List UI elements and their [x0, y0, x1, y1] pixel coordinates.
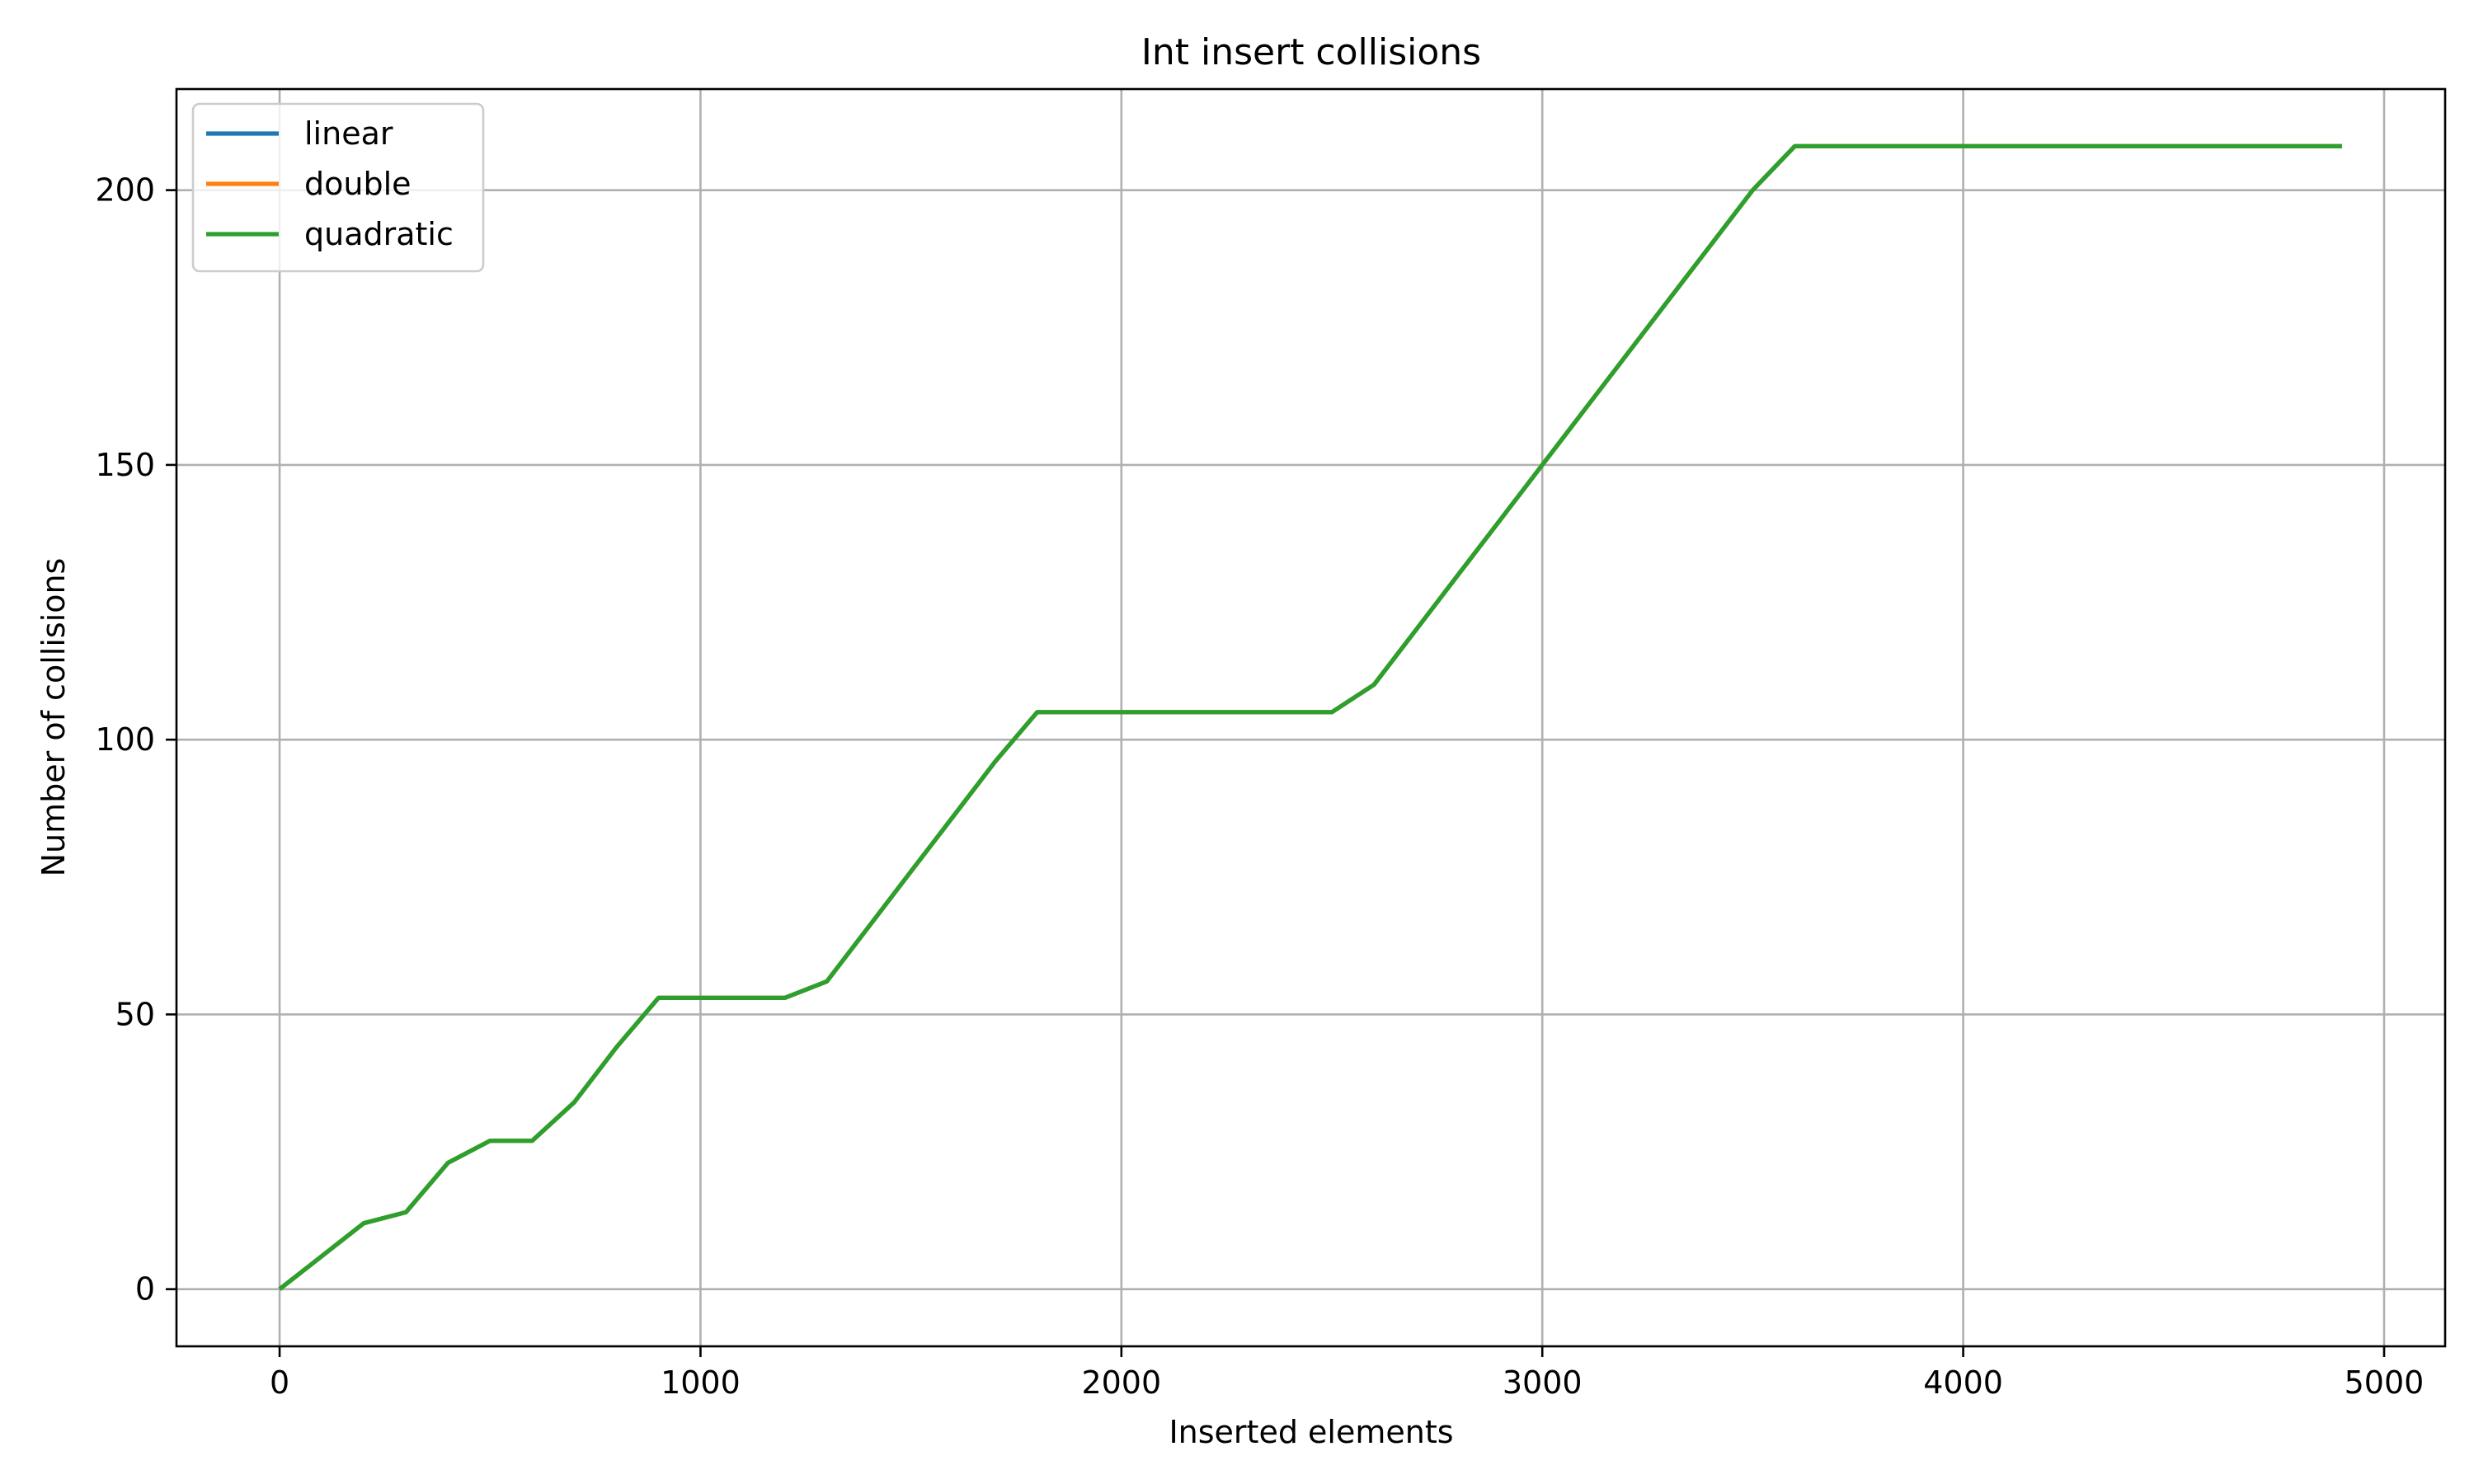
x-tick-label: 0 [270, 1364, 289, 1401]
grid-lines [176, 89, 2445, 1346]
x-tick-label: 5000 [2345, 1364, 2425, 1401]
series-lines [278, 143, 2342, 1291]
chart-title: Int insert collisions [1141, 31, 1481, 73]
x-tick-label: 1000 [661, 1364, 741, 1401]
x-tick-label: 2000 [1081, 1364, 1161, 1401]
legend: linear double quadratic [191, 102, 485, 273]
y-tick-label: 50 [115, 996, 155, 1032]
series-line-quadratic [278, 143, 2342, 1291]
x-axis-label: Inserted elements [1169, 1414, 1453, 1450]
y-tick-label: 100 [95, 721, 155, 758]
x-tick-label: 3000 [1503, 1364, 1583, 1401]
legend-box [191, 102, 485, 273]
y-tick-label: 200 [95, 172, 155, 209]
legend-label-linear: linear [304, 115, 393, 152]
y-tick-label: 0 [135, 1271, 155, 1308]
plot-frame [175, 87, 2447, 1348]
y-axis: 0 50 100 150 200 [95, 172, 176, 1308]
legend-label-double: double [304, 166, 412, 202]
x-axis: 0 1000 2000 3000 4000 5000 [270, 1346, 2424, 1401]
y-tick-label: 150 [95, 447, 155, 483]
legend-label-quadratic: quadratic [304, 216, 454, 252]
x-tick-label: 4000 [1923, 1364, 2003, 1401]
y-axis-label: Number of collisions [35, 558, 72, 877]
